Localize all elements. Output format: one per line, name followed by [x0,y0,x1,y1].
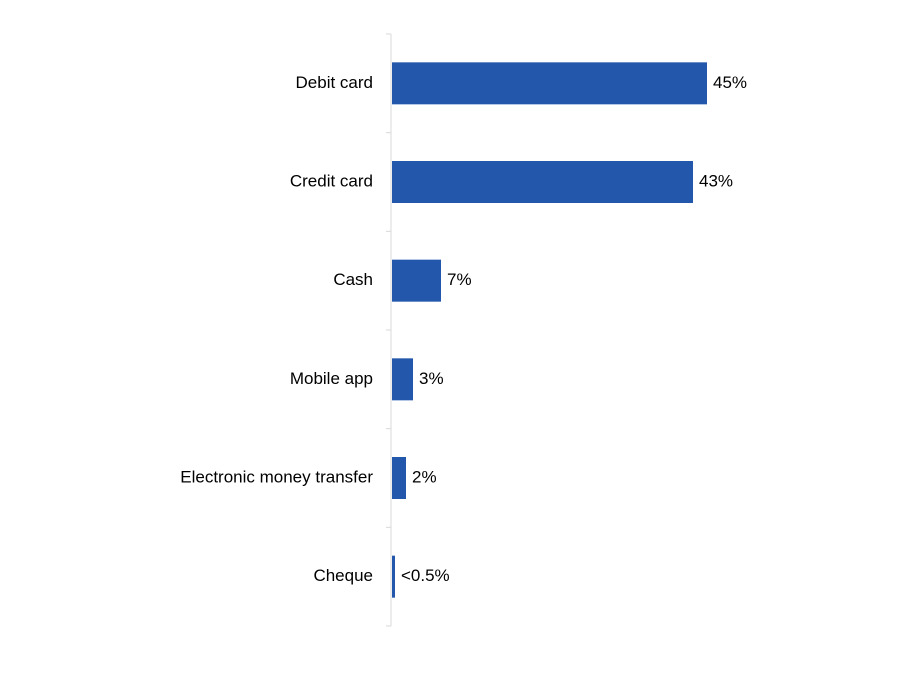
category-label: Credit card [290,171,373,190]
value-labels: 45% 43% 7% 3% 2% <0.5% [401,73,747,585]
category-label: Cheque [313,566,373,585]
category-axis-ticks [386,33,391,627]
category-label: Debit card [296,73,373,92]
value-label: 3% [419,369,444,388]
value-label: <0.5% [401,566,450,585]
value-label: 43% [699,171,733,190]
bar-mobile-app [392,358,413,401]
value-label: 7% [447,270,472,289]
value-label: 2% [412,467,437,486]
category-label: Cash [333,270,373,289]
bar-debit-card [392,62,707,105]
bars-group [392,62,707,598]
bar-credit-card [392,161,693,203]
category-labels: Debit card Credit card Cash Mobile app Elect… [180,73,373,585]
category-label: Mobile app [290,369,373,388]
bar-electronic-money-transfer [392,457,406,499]
category-label: Electronic money transfer [180,467,373,486]
bar-cash [392,259,441,302]
bar-cheque [392,555,395,598]
value-label: 45% [713,73,747,92]
